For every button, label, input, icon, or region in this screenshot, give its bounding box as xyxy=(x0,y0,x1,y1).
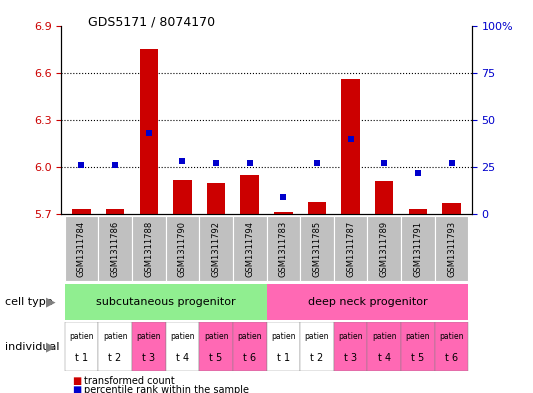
Text: ▶: ▶ xyxy=(46,295,56,308)
Bar xyxy=(64,322,98,371)
Text: percentile rank within the sample: percentile rank within the sample xyxy=(84,385,249,393)
Bar xyxy=(207,183,225,214)
Text: GSM1311786: GSM1311786 xyxy=(111,220,119,277)
Text: t 4: t 4 xyxy=(378,353,391,363)
Text: t 5: t 5 xyxy=(411,353,424,363)
Text: t 4: t 4 xyxy=(176,353,189,363)
Bar xyxy=(132,322,166,371)
Text: GSM1311793: GSM1311793 xyxy=(447,220,456,277)
Bar xyxy=(240,175,259,214)
Text: t 2: t 2 xyxy=(109,353,122,363)
Bar xyxy=(98,216,132,281)
Text: t 2: t 2 xyxy=(310,353,324,363)
Text: transformed count: transformed count xyxy=(84,376,174,386)
Bar xyxy=(375,181,393,214)
Bar xyxy=(166,216,199,281)
Bar xyxy=(106,209,124,214)
Text: GSM1311783: GSM1311783 xyxy=(279,220,288,277)
Bar xyxy=(435,216,469,281)
Text: t 6: t 6 xyxy=(243,353,256,363)
Bar xyxy=(308,202,326,214)
Text: patien: patien xyxy=(136,332,161,340)
Text: cell type: cell type xyxy=(5,297,53,307)
Text: subcutaneous progenitor: subcutaneous progenitor xyxy=(96,297,236,307)
Bar xyxy=(274,212,293,214)
Bar xyxy=(166,322,199,371)
Bar xyxy=(409,209,427,214)
Text: t 1: t 1 xyxy=(75,353,88,363)
Bar xyxy=(72,209,91,214)
Text: GSM1311788: GSM1311788 xyxy=(144,220,154,277)
Text: patien: patien xyxy=(237,332,262,340)
Bar xyxy=(266,322,300,371)
Bar xyxy=(334,216,367,281)
Bar xyxy=(199,216,233,281)
Text: ■: ■ xyxy=(72,376,81,386)
Bar xyxy=(173,180,192,214)
Bar xyxy=(442,203,461,214)
Text: GSM1311794: GSM1311794 xyxy=(245,220,254,277)
Text: GSM1311792: GSM1311792 xyxy=(212,220,221,277)
Text: ■: ■ xyxy=(72,385,81,393)
Text: deep neck progenitor: deep neck progenitor xyxy=(308,297,427,307)
Bar xyxy=(199,322,233,371)
Bar xyxy=(367,216,401,281)
Bar xyxy=(341,79,360,214)
Bar xyxy=(300,216,334,281)
Text: patien: patien xyxy=(271,332,296,340)
Text: patien: patien xyxy=(204,332,228,340)
Bar xyxy=(64,216,98,281)
Text: GSM1311787: GSM1311787 xyxy=(346,220,355,277)
Bar xyxy=(132,216,166,281)
Bar xyxy=(64,284,266,320)
Text: t 5: t 5 xyxy=(209,353,223,363)
Text: t 3: t 3 xyxy=(142,353,155,363)
Text: individual: individual xyxy=(5,342,60,352)
Text: patien: patien xyxy=(103,332,127,340)
Text: patien: patien xyxy=(69,332,94,340)
Text: patien: patien xyxy=(439,332,464,340)
Text: patien: patien xyxy=(338,332,363,340)
Text: GSM1311790: GSM1311790 xyxy=(178,220,187,277)
Text: GDS5171 / 8074170: GDS5171 / 8074170 xyxy=(88,16,215,29)
Bar xyxy=(334,322,367,371)
Bar xyxy=(233,216,266,281)
Text: patien: patien xyxy=(372,332,397,340)
Bar xyxy=(266,216,300,281)
Text: GSM1311785: GSM1311785 xyxy=(312,220,321,277)
Bar xyxy=(300,322,334,371)
Bar xyxy=(98,322,132,371)
Text: patien: patien xyxy=(406,332,430,340)
Text: GSM1311791: GSM1311791 xyxy=(414,220,422,277)
Text: t 3: t 3 xyxy=(344,353,357,363)
Bar xyxy=(233,322,266,371)
Text: ▶: ▶ xyxy=(46,340,56,353)
Text: t 1: t 1 xyxy=(277,353,290,363)
Bar xyxy=(367,322,401,371)
Bar xyxy=(401,322,435,371)
Text: patien: patien xyxy=(170,332,195,340)
Text: patien: patien xyxy=(305,332,329,340)
Text: t 6: t 6 xyxy=(445,353,458,363)
Text: GSM1311784: GSM1311784 xyxy=(77,220,86,277)
Bar xyxy=(140,49,158,214)
Bar xyxy=(435,322,469,371)
Bar xyxy=(401,216,435,281)
Text: GSM1311789: GSM1311789 xyxy=(379,220,389,277)
Bar xyxy=(266,284,469,320)
